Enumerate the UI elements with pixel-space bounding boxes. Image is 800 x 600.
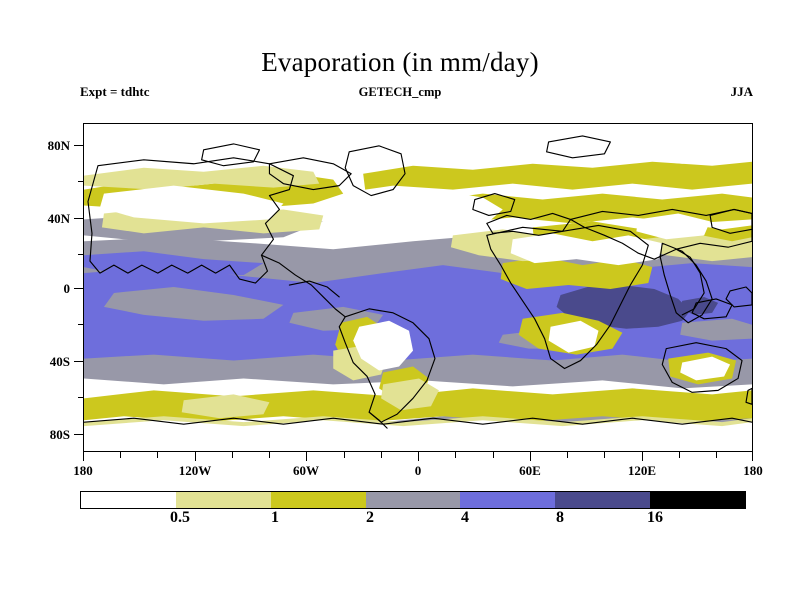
x-tick-major: [195, 452, 197, 461]
x-tick-minor: [455, 452, 457, 458]
season-label: JJA: [730, 84, 753, 99]
y-tick-minor: [78, 397, 84, 399]
colorbar-band-1-2: [270, 492, 366, 508]
coastlines: [84, 135, 752, 429]
y-tick-major: [74, 434, 84, 436]
y-tick-major: [74, 361, 84, 363]
x-tick-minor: [344, 452, 346, 458]
x-tick-major: [752, 452, 754, 461]
x-axis-label-180w: 180: [73, 463, 93, 478]
page-title: Evaporation (in mm/day): [261, 47, 539, 77]
x-tick-minor: [716, 452, 718, 458]
y-axis-label-80s: 80S: [49, 427, 70, 442]
x-tick-minor: [604, 452, 606, 458]
x-tick-minor: [269, 452, 271, 458]
colorbar-tick-1: 1: [271, 509, 279, 526]
band-0-0.5-fill: [84, 124, 752, 451]
x-tick-minor: [232, 452, 234, 458]
colorbar-band-over-16: [650, 492, 746, 508]
y-tick-major: [74, 145, 84, 147]
x-tick-major: [83, 452, 85, 461]
y-axis-label-40n: 40N: [47, 211, 70, 226]
x-tick-major: [418, 452, 420, 461]
y-tick-minor: [78, 254, 84, 256]
x-axis-label-60w: 60W: [293, 463, 319, 478]
x-axis-label-120e: 120E: [627, 463, 657, 478]
colorbar: [80, 491, 746, 509]
colorbar-band-0-0.5: [81, 492, 176, 508]
y-tick-major: [74, 288, 84, 290]
x-axis-label-60e: 60E: [519, 463, 541, 478]
x-tick-minor: [567, 452, 569, 458]
x-tick-major: [642, 452, 644, 461]
x-tick-major: [306, 452, 308, 461]
colorbar-band-0.5-1: [175, 492, 271, 508]
y-axis-label-80n: 80N: [47, 138, 70, 153]
y-tick-minor: [78, 324, 84, 326]
colorbar-tick-0.5: 0.5: [170, 509, 190, 526]
colorbar-tick-8: 8: [556, 509, 564, 526]
x-axis-label-180e: 180: [743, 463, 763, 478]
x-tick-minor: [120, 452, 122, 458]
evaporation-map: [84, 124, 752, 451]
x-tick-minor: [679, 452, 681, 458]
colorbar-tick-16: 16: [647, 509, 663, 526]
x-tick-minor: [381, 452, 383, 458]
colorbar-tick-4: 4: [461, 509, 469, 526]
y-axis-label-40s: 40S: [49, 354, 70, 369]
colorbar-band-4-8: [460, 492, 556, 508]
x-axis-label-0: 0: [414, 463, 422, 478]
experiment-label: Expt = tdhtc: [80, 84, 150, 99]
x-tick-major: [530, 452, 532, 461]
x-tick-minor: [493, 452, 495, 458]
colorbar-tick-2: 2: [366, 509, 374, 526]
y-tick-major: [74, 218, 84, 220]
y-axis-label-0: 0: [63, 281, 71, 296]
y-tick-minor: [78, 181, 84, 183]
dataset-label: GETECH_cmp: [358, 85, 442, 99]
x-axis-label-120w: 120W: [178, 463, 212, 478]
colorbar-band-8-16: [555, 492, 651, 508]
colorbar-band-2-4: [365, 492, 461, 508]
band-8-16-fill: [556, 285, 719, 329]
x-tick-minor: [157, 452, 159, 458]
map-plot-area: [83, 123, 753, 452]
